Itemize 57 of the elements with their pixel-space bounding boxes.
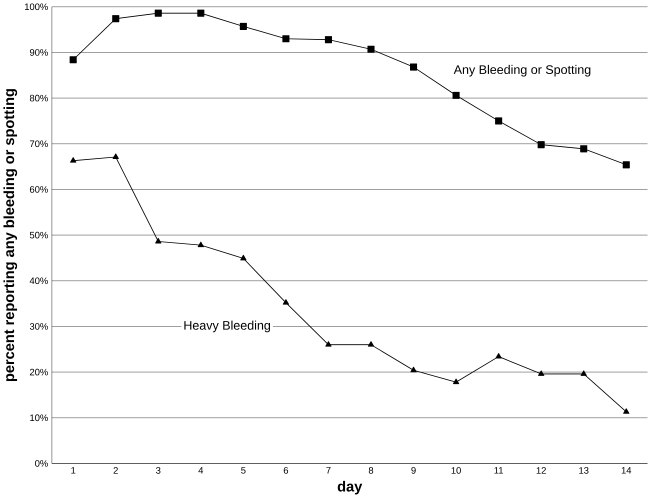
x-tick-label: 13	[579, 467, 589, 474]
point	[282, 299, 290, 305]
x-tick-label: 3	[156, 467, 160, 474]
point	[538, 370, 544, 376]
y-tick-label: 70%	[30, 140, 48, 148]
point	[325, 341, 332, 347]
x-tick-label: 10	[452, 467, 461, 474]
x-tick-label: 7	[326, 467, 331, 474]
point	[496, 353, 502, 359]
y-tick-label: 60%	[30, 186, 48, 193]
y-tick-label: 30%	[30, 323, 48, 330]
point	[495, 117, 502, 125]
y-tick-label: 80%	[30, 94, 48, 102]
x-tick-label: 9	[411, 467, 416, 474]
y-tick-label: 0%	[35, 460, 48, 467]
x-tick-label: 6	[284, 467, 288, 474]
point	[70, 157, 76, 163]
point	[622, 161, 630, 168]
y-tick-label: 40%	[30, 277, 48, 284]
x-axis-title: day	[338, 480, 362, 494]
point	[538, 141, 545, 148]
series-label: Any Bleeding or Spotting	[454, 64, 590, 77]
point	[410, 366, 417, 372]
x-tick-label: 11	[494, 467, 504, 474]
point	[623, 408, 630, 414]
point	[70, 56, 77, 64]
point	[452, 92, 460, 99]
x-tick-label: 12	[536, 467, 546, 474]
x-tick-label: 2	[114, 467, 118, 474]
y-axis-title: percent reporting any bleeding or spotting	[3, 89, 18, 382]
point	[580, 370, 587, 376]
point	[240, 22, 247, 30]
y-tick-label: 50%	[30, 232, 48, 238]
point	[112, 15, 120, 22]
point	[112, 154, 119, 160]
point	[410, 64, 418, 71]
point	[368, 341, 374, 347]
y-tick-label: 90%	[30, 49, 48, 56]
y-tick-label: 20%	[30, 368, 48, 376]
point	[198, 242, 204, 248]
y-tick-label: 10%	[30, 414, 48, 422]
point	[324, 36, 332, 44]
y-tick-label: 100%	[24, 3, 48, 10]
series-label: Heavy Bleeding	[184, 320, 270, 332]
point	[452, 378, 460, 384]
point	[154, 10, 162, 17]
x-tick-label: 1	[71, 467, 76, 474]
x-tick-label: 8	[368, 467, 374, 474]
point	[197, 10, 204, 17]
point	[282, 35, 290, 42]
x-tick-label: 5	[241, 467, 246, 474]
point	[580, 145, 588, 152]
point	[155, 238, 162, 244]
point	[367, 46, 375, 53]
x-tick-label: 14	[622, 467, 632, 474]
point	[240, 254, 246, 260]
x-tick-label: 4	[198, 467, 204, 474]
